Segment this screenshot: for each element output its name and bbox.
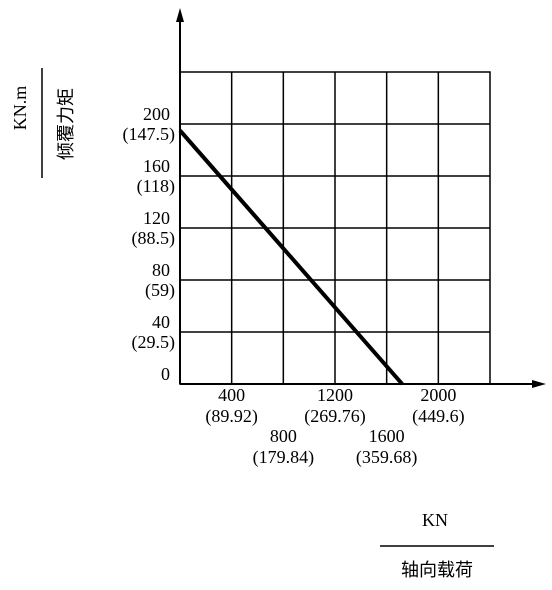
data-line (178, 129, 404, 386)
y-tick-label: 120 (143, 208, 170, 228)
y-tick-sublabel: (88.5) (132, 228, 176, 249)
x-tick-sublabel: (269.76) (304, 406, 366, 427)
y-tick-sublabel: (147.5) (123, 124, 176, 145)
x-tick-sublabel: (179.84) (253, 447, 315, 468)
y-axis-unit: KN.m (10, 86, 30, 131)
y-tick-label: 200 (143, 104, 170, 124)
y-tick-sublabel: (29.5) (132, 332, 176, 353)
x-axis-unit: KN (422, 510, 448, 530)
x-axis-title: 轴向载荷 (401, 560, 473, 580)
y-tick-label: 80 (152, 260, 170, 280)
y-tick-label: 160 (143, 156, 170, 176)
x-tick-label: 1200 (317, 385, 353, 405)
x-tick-label: 400 (218, 385, 245, 405)
y-tick-sublabel: (59) (145, 280, 175, 301)
x-axis-arrow (532, 380, 546, 388)
y-axis-title: 倾覆力矩 (56, 88, 76, 160)
y-tick-label: 40 (152, 312, 170, 332)
x-tick-label: 2000 (420, 385, 456, 405)
x-tick-label: 1600 (369, 426, 405, 446)
y-tick-label: 0 (161, 364, 170, 384)
x-tick-label: 800 (270, 426, 297, 446)
y-axis-arrow (176, 8, 184, 22)
y-tick-sublabel: (118) (137, 176, 175, 197)
x-tick-sublabel: (89.92) (205, 406, 258, 427)
x-tick-sublabel: (359.68) (356, 447, 418, 468)
x-tick-sublabel: (449.6) (412, 406, 465, 427)
